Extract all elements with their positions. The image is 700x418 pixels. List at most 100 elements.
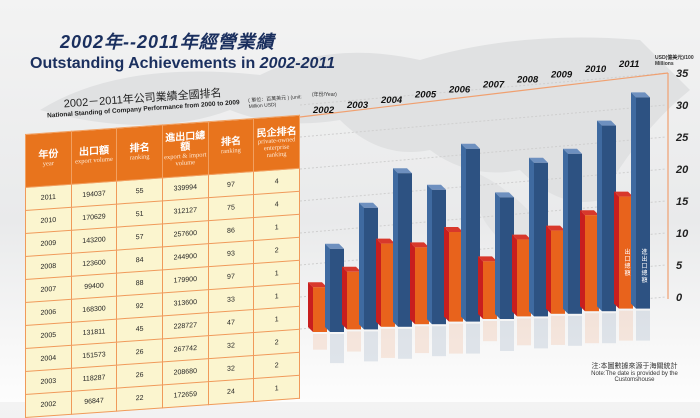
bar-top: [359, 202, 378, 208]
bar-export: [483, 261, 497, 319]
page-title: 2002年--2011年經營業績: [60, 32, 275, 52]
gridline: [299, 136, 667, 170]
year-label: 2011: [618, 59, 639, 70]
series-label: 出口總額: [623, 248, 630, 277]
bar-reflection: [347, 331, 361, 352]
bar-top: [614, 191, 633, 197]
bar-reflection: [568, 315, 582, 346]
bar-side: [546, 225, 551, 314]
year-label: 2006: [448, 85, 471, 96]
bar-side: [495, 192, 500, 319]
bar-side: [410, 242, 415, 325]
y-tick-label: 30: [676, 100, 689, 112]
top-axis-line: [299, 72, 669, 118]
bar-top: [325, 243, 344, 249]
bar-export: [415, 247, 429, 325]
bar-export: [585, 215, 599, 312]
bar-side: [597, 120, 602, 312]
bar-import-export: [534, 162, 548, 317]
bar-export: [551, 230, 565, 314]
year-label: 2008: [516, 74, 539, 85]
bar-reflection: [364, 331, 378, 362]
bar-side: [427, 184, 432, 325]
bar-side: [512, 234, 517, 317]
y-tick-label: 35: [676, 68, 689, 80]
bar-reflection: [313, 334, 327, 350]
bar-import-export: [432, 189, 446, 325]
bar-reflection: [636, 310, 650, 341]
bar-top: [546, 225, 565, 231]
y-tick-label: 10: [676, 228, 689, 240]
bar-import-export: [568, 153, 582, 314]
year-label: 2002: [312, 105, 335, 116]
bar-top: [376, 238, 395, 244]
bar-side: [444, 227, 449, 322]
bar-export: [313, 287, 327, 332]
year-label: 2003: [346, 100, 369, 111]
bar-reflection: [415, 326, 429, 354]
bar-import-export: [602, 125, 616, 312]
bar-reflection: [449, 323, 463, 354]
year-label: 2004: [380, 95, 403, 106]
bar-export: [619, 196, 633, 309]
bar-side: [359, 202, 364, 330]
title-en: Outstanding Achievements in 2002-2011: [30, 55, 335, 72]
year-label: 2005: [414, 90, 437, 101]
bar-side: [308, 282, 313, 332]
bar-top: [563, 148, 582, 154]
bar-top: [597, 120, 616, 126]
title-zh: 2002年--2011年經營業績: [60, 32, 275, 52]
bar-top: [529, 157, 548, 163]
bar-top: [512, 234, 531, 240]
bar-side: [461, 143, 466, 322]
bar-top: [342, 266, 361, 272]
bar-import-export: [330, 248, 344, 332]
bar-reflection: [619, 310, 633, 341]
bar-top: [410, 242, 429, 248]
bar-top: [393, 168, 412, 174]
y-tick-label: 25: [675, 132, 689, 144]
bar-side: [393, 168, 398, 327]
bar-export: [517, 239, 531, 317]
bar-side: [614, 191, 619, 309]
y-axis-label: USD(億美元)/100 Millions: [655, 55, 694, 67]
bar-reflection: [534, 318, 548, 349]
source-note: 注:本圖數據來源于海關統計 Note:The date is provided …: [591, 363, 678, 383]
bar-top: [580, 210, 599, 216]
bar-side: [580, 210, 585, 312]
year-label: 2009: [550, 69, 573, 80]
bar-reflection: [585, 313, 599, 344]
bar-reflection: [517, 318, 531, 346]
bar-side: [342, 266, 347, 330]
bar-side: [631, 92, 636, 309]
bar-import-export: [398, 173, 412, 327]
bar-export: [449, 232, 463, 322]
series-label: 進出口總額: [640, 248, 647, 284]
bar-top: [631, 92, 650, 98]
bar-import-export: [364, 207, 378, 330]
bar-reflection: [551, 315, 565, 345]
bar-export: [347, 271, 361, 330]
bar-top: [444, 227, 463, 232]
bar-top: [495, 192, 514, 198]
bar-side: [376, 238, 381, 327]
gridline: [299, 72, 667, 106]
bar-top: [308, 282, 327, 288]
gridline: [299, 104, 667, 138]
bar-export: [381, 243, 395, 327]
bar-top: [427, 184, 446, 190]
bar-top: [461, 143, 480, 149]
bar-import-export: [466, 148, 480, 322]
bar-reflection: [381, 328, 395, 358]
achievements-bar-chart: 0 5 10 15 20 25 30 35 (年份/Year) 2002 2003 2004 2005 2…: [299, 59, 689, 364]
bar-import-export: [500, 197, 514, 319]
y-tick-label: 5: [676, 260, 683, 272]
y-tick-label: 20: [675, 164, 689, 176]
bar-reflection: [602, 313, 616, 344]
bar-reflection: [466, 323, 480, 354]
bar-import-export: [636, 97, 650, 309]
year-label: 2007: [482, 80, 505, 91]
year-label: 2010: [584, 64, 607, 75]
bar-top: [478, 256, 497, 262]
y-tick-label: 15: [676, 196, 689, 208]
